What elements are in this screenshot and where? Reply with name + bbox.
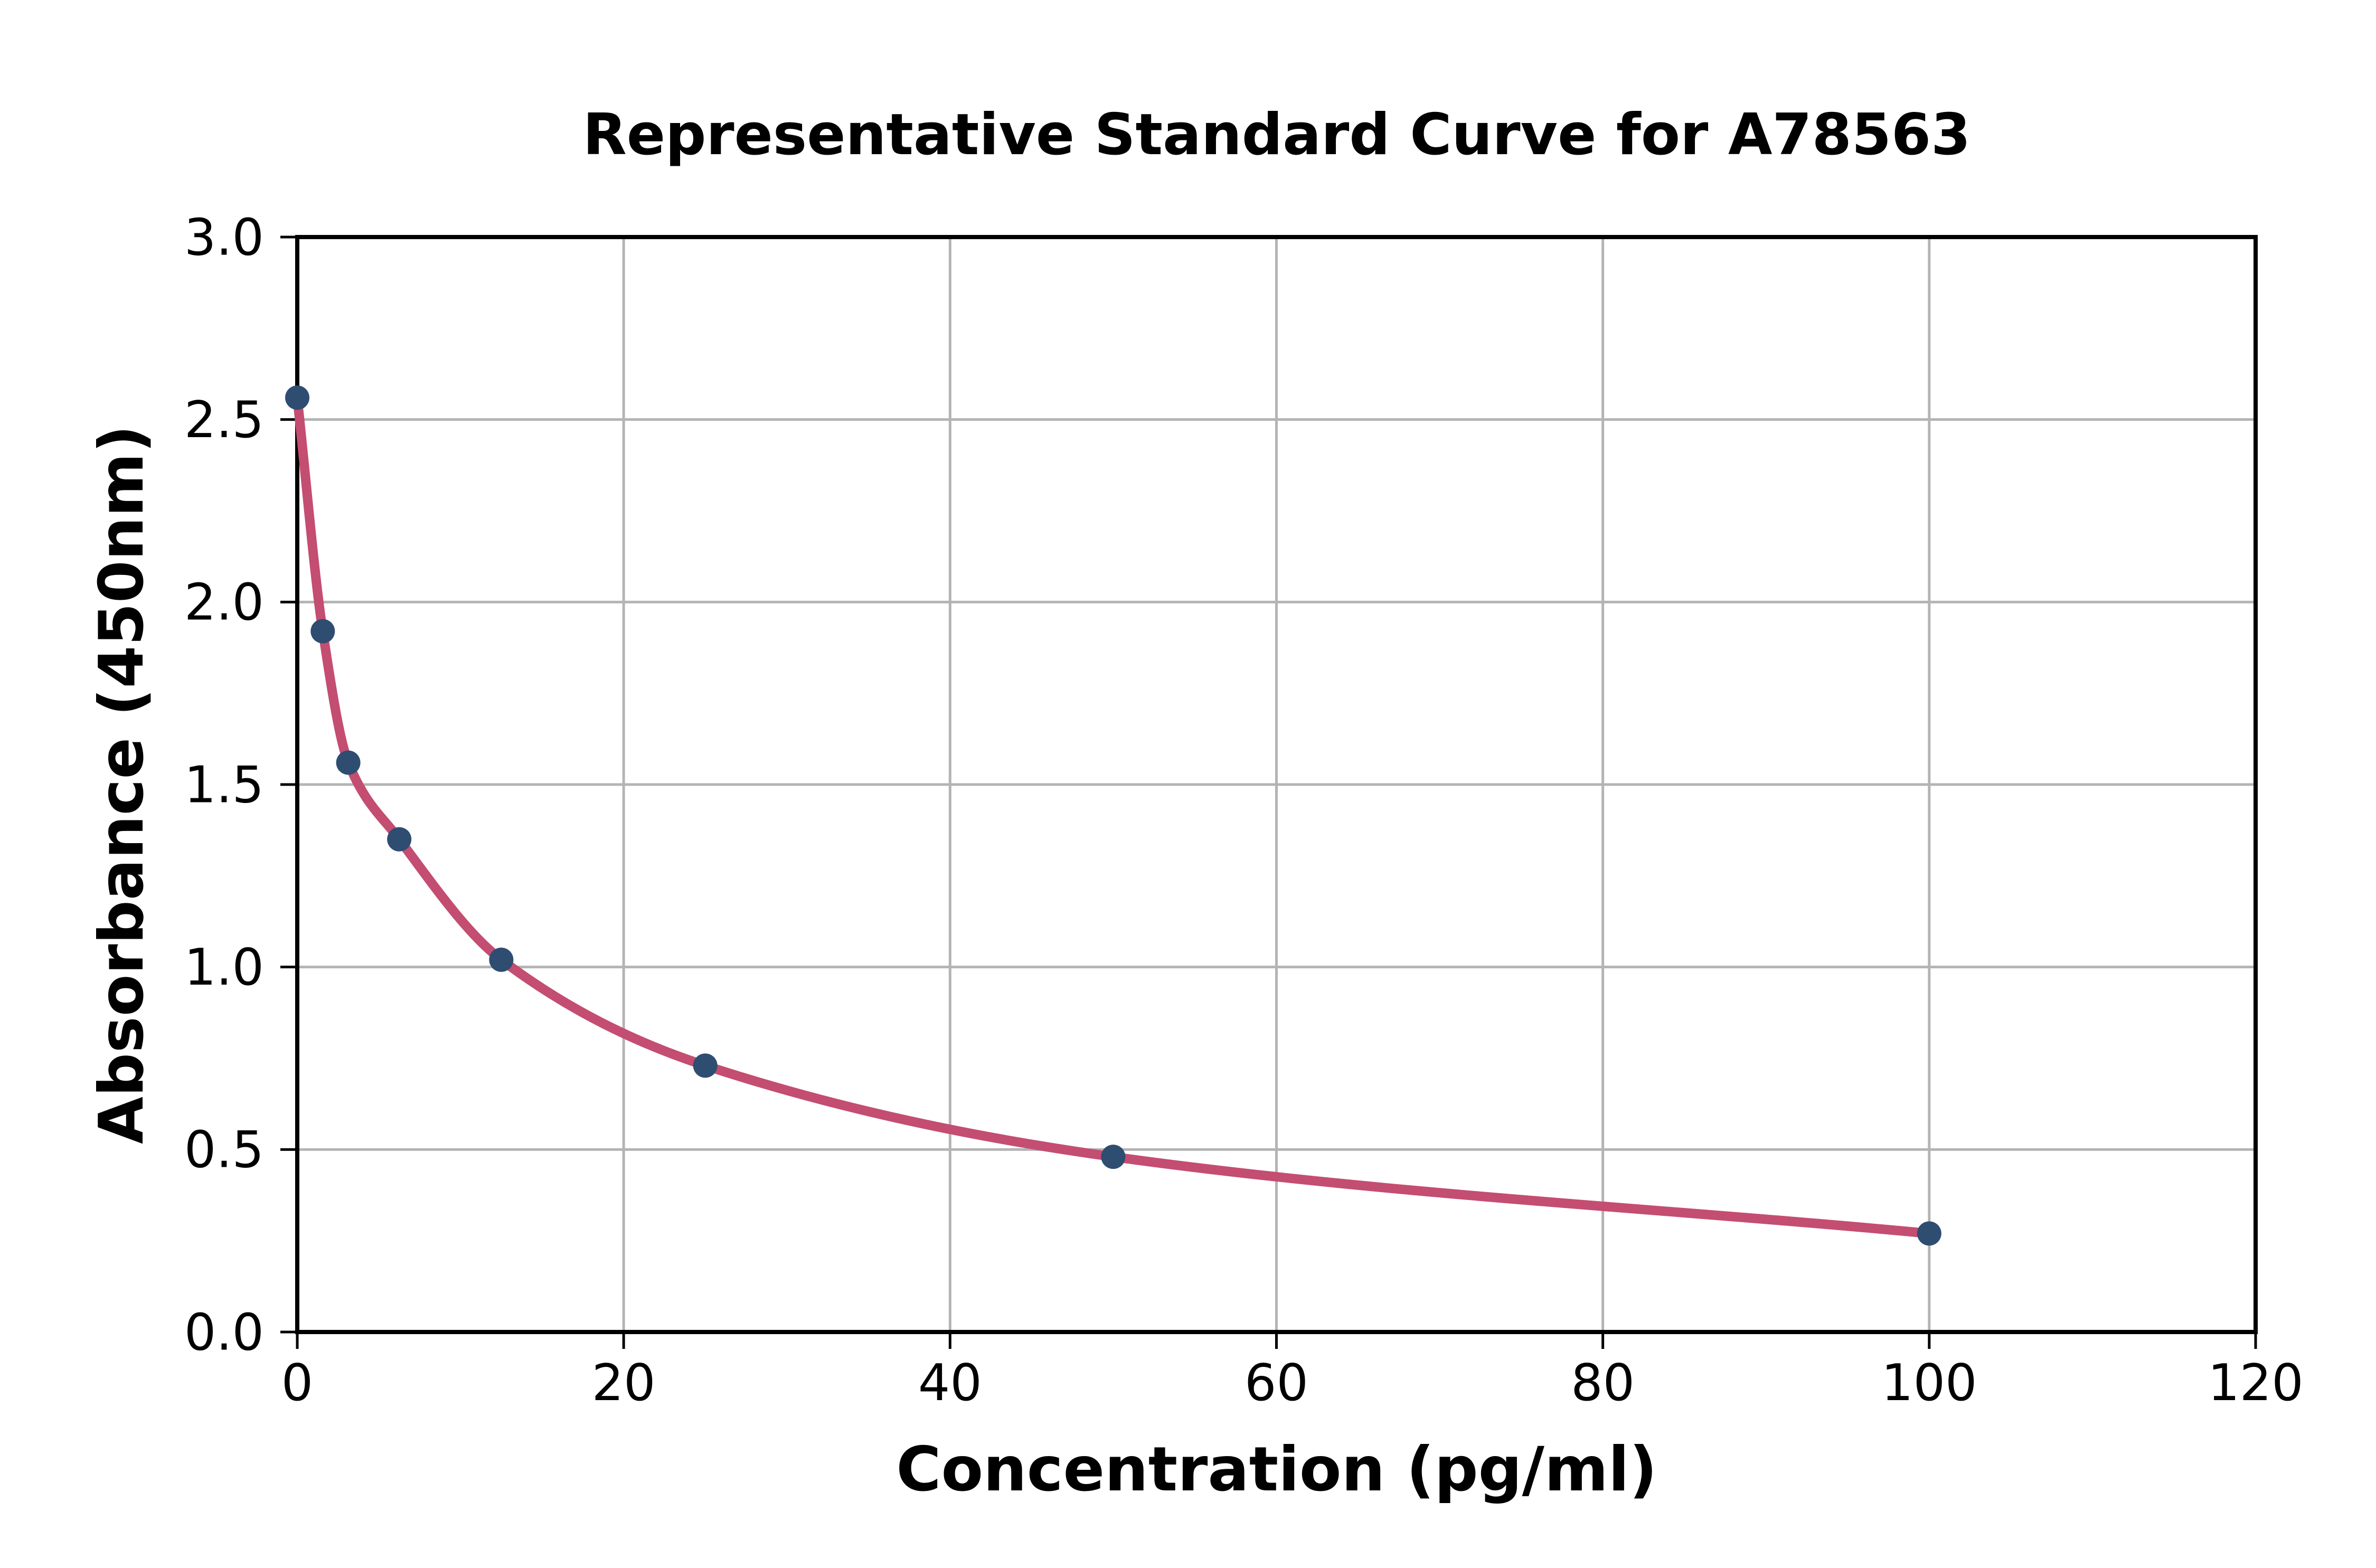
chart-title: Representative Standard Curve for A78563	[583, 102, 1971, 168]
x-tick-label: 0	[281, 1354, 313, 1412]
y-tick-label: 1.5	[184, 756, 264, 814]
x-axis-label: Concentration (pg/ml)	[896, 1434, 1657, 1505]
data-point	[1101, 1145, 1126, 1169]
y-tick-label: 2.0	[184, 574, 264, 632]
y-tick-label: 3.0	[184, 209, 264, 267]
data-point	[285, 385, 309, 410]
x-tick-label: 20	[592, 1354, 656, 1412]
x-tick-label: 60	[1244, 1354, 1308, 1412]
y-tick-label: 1.0	[184, 939, 264, 997]
data-point	[489, 947, 514, 972]
x-tick-label: 40	[918, 1354, 982, 1412]
data-point	[1917, 1221, 1941, 1246]
grid-layer	[296, 235, 2257, 1334]
x-tick-label: 100	[1881, 1354, 1977, 1412]
data-layer	[285, 385, 1941, 1246]
data-point	[693, 1053, 718, 1078]
axis-layer: 0 20 40 60 80 100 120 0.0 0.5 1.0 1.5 2.0 2.5 3.0	[184, 209, 2304, 1412]
x-tick-label: 120	[2208, 1354, 2303, 1412]
data-point	[336, 750, 361, 775]
y-tick-label: 2.5	[184, 391, 264, 449]
x-tick-label: 80	[1571, 1354, 1635, 1412]
data-point	[387, 827, 412, 852]
y-tick-label: 0.0	[184, 1303, 264, 1362]
y-axis-label: Absorbance (450nm)	[86, 425, 157, 1144]
data-point	[310, 619, 335, 644]
fit-curve	[293, 393, 1934, 1239]
y-tick-label: 0.5	[184, 1121, 264, 1179]
